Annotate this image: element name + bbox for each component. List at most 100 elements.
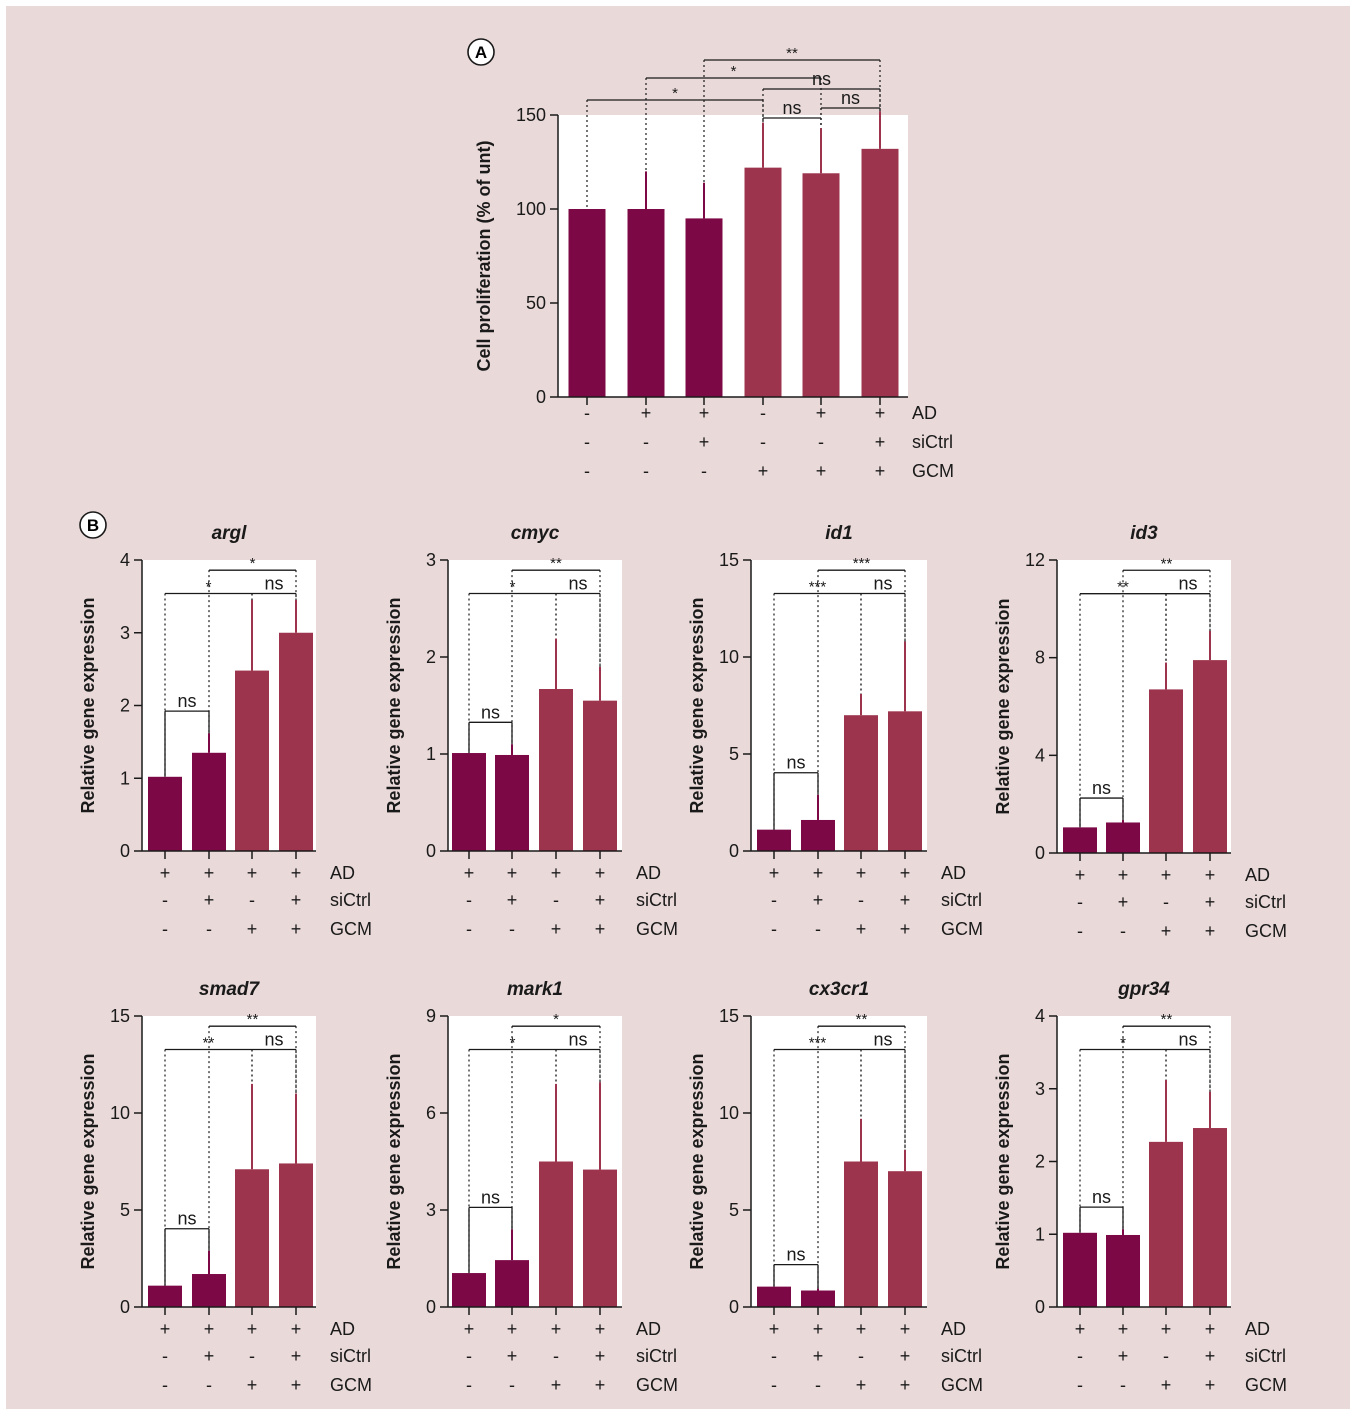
- chart-gpr34: 0 1 2 3 4 Relative gene expression gpr34 + + + + AD…: [993, 979, 1287, 1395]
- condition-mark: -: [858, 1346, 864, 1366]
- significance-label: ns: [1178, 574, 1197, 594]
- chart-title: cx3cr1: [809, 979, 869, 1000]
- chart-cx3cr1: 0 5 10 15 Relative gene expression cx3cr1 + + + +…: [687, 979, 983, 1395]
- condition-row-label: AD: [912, 403, 937, 423]
- condition-mark: +: [1205, 865, 1216, 885]
- y-axis-label: Relative gene expression: [384, 597, 404, 813]
- significance-label: ns: [812, 69, 831, 89]
- y-tick-label: 4: [120, 550, 130, 570]
- significance-label: **: [550, 555, 562, 572]
- condition-mark: +: [551, 1375, 562, 1395]
- condition-mark: -: [206, 919, 212, 939]
- y-tick-label: 1: [426, 744, 436, 764]
- condition-mark: +: [1205, 892, 1216, 912]
- significance-label: ns: [264, 1029, 283, 1049]
- condition-row-label: siCtrl: [636, 1346, 677, 1366]
- bar: [495, 1260, 529, 1307]
- condition-mark: +: [291, 1346, 302, 1366]
- y-tick-label: 10: [719, 647, 739, 667]
- y-tick-label: 150: [516, 105, 546, 125]
- chart-mark1: 0 3 6 9 Relative gene expression mark1 + + + + AD -…: [384, 979, 678, 1395]
- bar: [1106, 1234, 1140, 1307]
- condition-mark: +: [595, 1346, 606, 1366]
- significance-label: ns: [841, 88, 860, 108]
- condition-row-label: siCtrl: [1245, 1346, 1286, 1366]
- condition-mark: -: [1120, 921, 1126, 941]
- condition-mark: -: [643, 461, 649, 481]
- significance-label: *: [250, 555, 256, 572]
- bar: [539, 689, 573, 851]
- condition-mark: +: [291, 1375, 302, 1395]
- y-tick-label: 12: [1025, 550, 1045, 570]
- condition-mark: +: [507, 1346, 518, 1366]
- y-tick-label: 10: [110, 1103, 130, 1123]
- chart-title: smad7: [199, 979, 261, 1000]
- y-tick-label: 6: [426, 1103, 436, 1123]
- condition-mark: -: [858, 890, 864, 910]
- significance-label: ns: [782, 98, 801, 118]
- condition-row-label: AD: [330, 863, 355, 883]
- bar: [452, 1273, 486, 1307]
- bar: [1149, 689, 1183, 853]
- y-tick-label: 100: [516, 199, 546, 219]
- y-axis-label: Relative gene expression: [78, 597, 98, 813]
- condition-mark: -: [1163, 1346, 1169, 1366]
- chart-title: id3: [1130, 523, 1158, 544]
- panel-letter-circle: [467, 38, 495, 66]
- condition-mark: -: [1077, 1375, 1083, 1395]
- chart-id3: 0 4 8 12 Relative gene expression id3 + + + + AD - +…: [993, 523, 1287, 941]
- condition-mark: +: [900, 1346, 911, 1366]
- chart-smad7: 0 5 10 15 Relative gene expression smad7 + + + + A…: [78, 979, 372, 1395]
- bar: [148, 776, 182, 851]
- significance-label: ns: [481, 1187, 500, 1207]
- y-tick-label: 0: [426, 841, 436, 861]
- y-tick-label: 2: [426, 647, 436, 667]
- y-tick-label: 0: [1035, 843, 1045, 863]
- condition-mark: +: [856, 919, 867, 939]
- condition-mark: -: [815, 919, 821, 939]
- condition-mark: +: [247, 919, 258, 939]
- y-axis-label: Cell proliferation (% of unt): [474, 141, 494, 372]
- condition-row-label: GCM: [636, 1375, 678, 1395]
- bar: [192, 752, 226, 851]
- condition-mark: +: [291, 919, 302, 939]
- condition-mark: +: [204, 1319, 215, 1339]
- significance-label: **: [1161, 1011, 1173, 1028]
- condition-mark: -: [466, 919, 472, 939]
- y-tick-label: 0: [120, 841, 130, 861]
- y-tick-label: 8: [1035, 648, 1045, 668]
- bar: [757, 829, 791, 851]
- condition-mark: +: [507, 1319, 518, 1339]
- y-tick-label: 15: [719, 1006, 739, 1026]
- bar: [685, 218, 723, 397]
- condition-mark: +: [1205, 921, 1216, 941]
- significance-label: **: [1161, 555, 1173, 572]
- significance-label: ns: [177, 1209, 196, 1229]
- condition-mark: +: [1161, 865, 1172, 885]
- condition-mark: -: [584, 432, 590, 452]
- condition-mark: +: [1118, 1319, 1129, 1339]
- significance-label: ns: [264, 573, 283, 593]
- condition-mark: +: [1161, 1375, 1172, 1395]
- condition-row-label: GCM: [941, 919, 983, 939]
- condition-mark: -: [1163, 892, 1169, 912]
- condition-mark: +: [551, 1319, 562, 1339]
- condition-mark: +: [816, 403, 827, 423]
- y-axis-label: Relative gene expression: [384, 1053, 404, 1269]
- chart-argl: 0 1 2 3 4 Relative gene expression argl + + + + AD -…: [78, 523, 372, 939]
- significance-label: ns: [1178, 1029, 1197, 1049]
- y-tick-label: 5: [729, 1200, 739, 1220]
- chart-title: mark1: [507, 979, 563, 1000]
- condition-mark: -: [760, 432, 766, 452]
- y-tick-label: 0: [729, 841, 739, 861]
- condition-row-label: AD: [636, 863, 661, 883]
- bar: [1063, 827, 1097, 853]
- condition-mark: +: [699, 403, 710, 423]
- condition-mark: +: [595, 1319, 606, 1339]
- condition-mark: +: [758, 461, 769, 481]
- condition-mark: +: [813, 890, 824, 910]
- significance-label: **: [247, 1011, 259, 1028]
- condition-mark: +: [1118, 865, 1129, 885]
- bar: [802, 173, 840, 397]
- condition-mark: +: [1205, 1346, 1216, 1366]
